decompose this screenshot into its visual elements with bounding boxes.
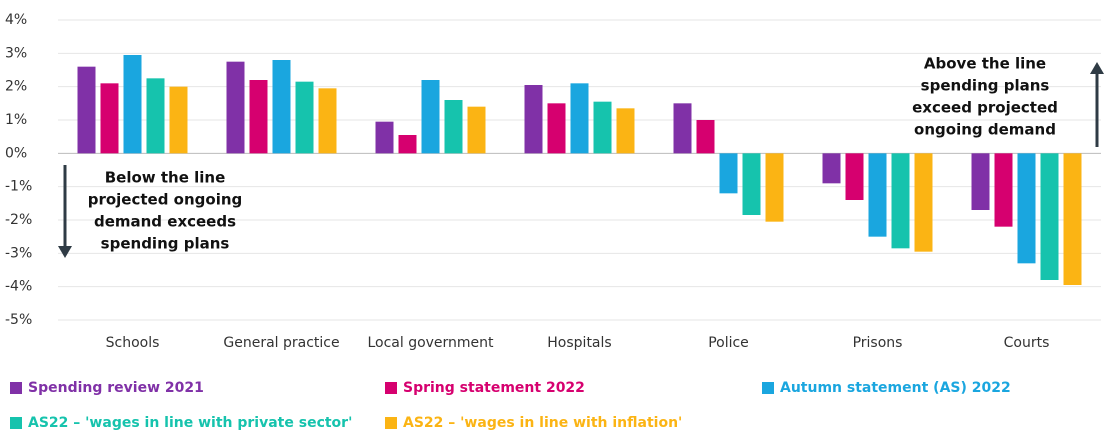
annotation-text: Above the line bbox=[924, 55, 1046, 73]
legend-label: Spring statement 2022 bbox=[403, 380, 585, 396]
annotation-text: ongoing demand bbox=[914, 121, 1056, 139]
arrow-head bbox=[58, 246, 72, 258]
annotation-text: spending plans bbox=[921, 77, 1050, 95]
bar bbox=[868, 153, 887, 237]
legend-swatch bbox=[10, 417, 22, 429]
x-tick-label: Local government bbox=[367, 335, 494, 351]
y-tick-label: -5% bbox=[5, 312, 32, 328]
bar bbox=[994, 153, 1013, 227]
bar bbox=[375, 121, 394, 154]
y-tick-label: -3% bbox=[5, 245, 32, 261]
annotation-text: exceed projected bbox=[912, 99, 1058, 117]
y-tick-label: 1% bbox=[5, 112, 27, 128]
bar bbox=[318, 88, 337, 154]
legend-label: Spending review 2021 bbox=[28, 380, 204, 396]
x-tick-label: Schools bbox=[106, 335, 160, 351]
annotation-text: demand exceeds bbox=[94, 213, 236, 231]
legend-label: Autumn statement (AS) 2022 bbox=[780, 380, 1011, 396]
bar bbox=[914, 153, 933, 252]
bar bbox=[272, 60, 291, 154]
bar bbox=[696, 120, 715, 154]
bar bbox=[891, 153, 910, 249]
legend-label: AS22 – 'wages in line with inflation' bbox=[403, 415, 682, 431]
bar bbox=[1063, 153, 1082, 285]
bar bbox=[765, 153, 784, 222]
bar bbox=[1040, 153, 1059, 280]
y-tick-label: 0% bbox=[5, 145, 27, 161]
bar bbox=[226, 61, 245, 154]
bar bbox=[398, 135, 417, 154]
legend-label: AS22 – 'wages in line with private secto… bbox=[28, 415, 352, 431]
legend-swatch bbox=[762, 382, 774, 394]
bar bbox=[570, 83, 589, 154]
legend-swatch bbox=[385, 417, 397, 429]
bar bbox=[971, 153, 990, 210]
bar bbox=[467, 106, 486, 154]
y-tick-label: -1% bbox=[5, 179, 32, 195]
bar bbox=[77, 66, 96, 154]
bar bbox=[123, 55, 142, 154]
bar bbox=[444, 100, 463, 154]
bar bbox=[547, 103, 566, 154]
bar bbox=[421, 80, 440, 154]
bar bbox=[146, 78, 165, 154]
bar bbox=[593, 101, 612, 154]
bar bbox=[295, 81, 314, 154]
bar bbox=[1017, 153, 1036, 264]
bar bbox=[719, 153, 738, 194]
annotation-text: projected ongoing bbox=[88, 191, 243, 209]
bar bbox=[169, 86, 188, 154]
y-tick-label: 4% bbox=[5, 12, 27, 28]
annotation-text: Below the line bbox=[105, 169, 226, 187]
x-tick-label: Police bbox=[708, 335, 749, 351]
x-tick-label: General practice bbox=[223, 335, 339, 351]
legend-swatch bbox=[10, 382, 22, 394]
bar bbox=[249, 80, 268, 154]
bar bbox=[845, 153, 864, 200]
legend-swatch bbox=[385, 382, 397, 394]
bar bbox=[524, 85, 543, 154]
y-tick-label: -2% bbox=[5, 212, 32, 228]
y-tick-label: 3% bbox=[5, 45, 27, 61]
bar bbox=[742, 153, 761, 215]
y-tick-label: -4% bbox=[5, 279, 32, 295]
bar bbox=[100, 83, 119, 154]
bar bbox=[822, 153, 841, 184]
arrow-head bbox=[1090, 62, 1104, 74]
bar bbox=[616, 108, 635, 154]
x-tick-label: Hospitals bbox=[547, 335, 611, 351]
x-tick-label: Prisons bbox=[853, 335, 903, 351]
bar bbox=[673, 103, 692, 154]
annotation-text: spending plans bbox=[101, 235, 230, 253]
x-tick-label: Courts bbox=[1004, 335, 1050, 351]
y-tick-label: 2% bbox=[5, 79, 27, 95]
